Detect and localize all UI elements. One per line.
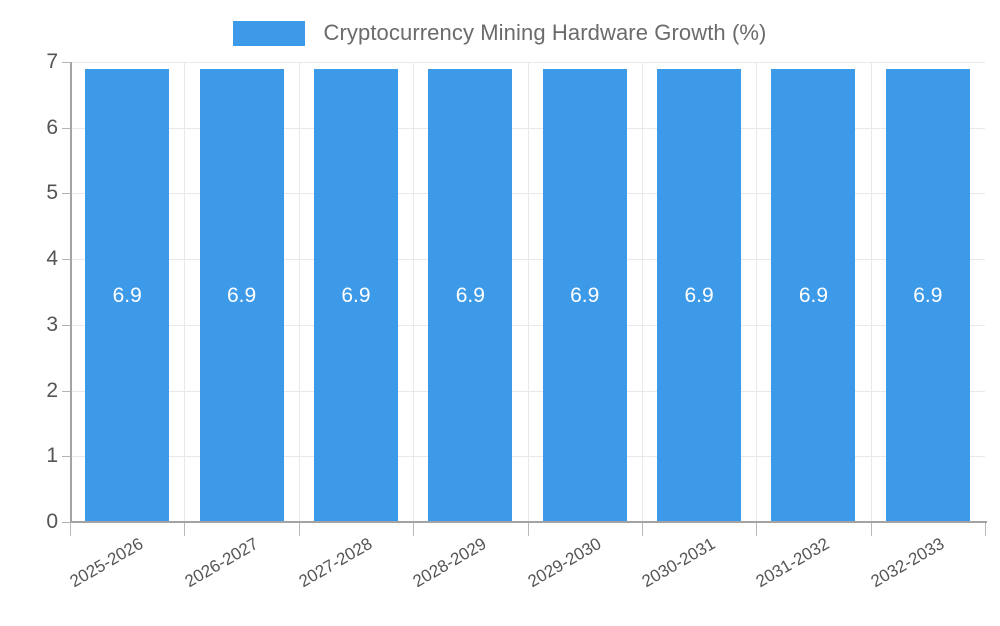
y-axis-tick	[62, 259, 71, 260]
gridline-horizontal	[70, 391, 985, 392]
bar-value-label: 6.9	[570, 283, 600, 307]
bar-value-label: 6.9	[913, 283, 943, 307]
x-axis-tick	[871, 523, 872, 536]
y-axis-tick	[62, 128, 71, 129]
bar[interactable]: 6.9	[428, 69, 513, 522]
gridline-vertical	[184, 62, 185, 522]
y-axis-tick	[62, 391, 71, 392]
bar[interactable]: 6.9	[657, 69, 742, 522]
gridline-vertical	[528, 62, 529, 522]
bar[interactable]: 6.9	[542, 69, 627, 522]
y-axis-tick	[62, 193, 71, 194]
legend-item-label: Cryptocurrency Mining Hardware Growth (%…	[323, 20, 767, 45]
bar-value-label: 6.9	[112, 283, 142, 307]
x-axis-line	[70, 521, 987, 523]
chart-legend: Cryptocurrency Mining Hardware Growth (%…	[0, 14, 1000, 52]
bar-value-label: 6.9	[798, 283, 829, 307]
bar-value-label: 6.9	[226, 283, 257, 307]
y-axis-tick-label: 5	[46, 181, 58, 204]
y-axis-tick-label: 6	[46, 116, 58, 139]
bar-slot: 6.9	[528, 62, 642, 522]
gridline-horizontal	[70, 193, 985, 194]
bar[interactable]: 6.9	[313, 69, 398, 522]
x-axis-tick	[642, 523, 643, 536]
gridline-vertical	[871, 62, 872, 522]
bar-value-label: 6.9	[684, 283, 714, 307]
gridline-vertical	[642, 62, 643, 522]
bar-slot: 6.9	[299, 62, 413, 522]
x-axis-tick	[756, 523, 757, 536]
bar-value-label: 6.9	[341, 283, 371, 307]
y-axis-tick-label: 3	[46, 313, 58, 336]
legend-color-swatch-icon	[233, 20, 306, 46]
bar-slot: 6.9	[70, 62, 184, 522]
x-axis-tick	[985, 523, 986, 536]
bar-slot: 6.9	[184, 62, 298, 522]
x-axis-tick	[184, 523, 185, 536]
x-axis-tick	[413, 523, 414, 536]
gridline-horizontal	[70, 456, 985, 457]
bar-slot: 6.9	[642, 62, 756, 522]
y-axis-tick-label: 4	[46, 247, 58, 270]
y-axis-tick	[62, 325, 71, 326]
y-axis-tick-label: 1	[46, 444, 58, 467]
x-axis-tick	[299, 523, 300, 536]
y-axis-line	[70, 62, 72, 523]
bar-slot: 6.9	[413, 62, 527, 522]
gridline-horizontal	[70, 325, 985, 326]
bar[interactable]: 6.9	[85, 69, 170, 522]
y-axis-tick	[62, 62, 71, 63]
y-axis-tick-label: 7	[46, 50, 58, 73]
plot-area: 6.9 6.9 6.9 6.9 6.9 6.9 6.9 6.9	[70, 62, 985, 523]
bar[interactable]: 6.9	[199, 69, 284, 522]
bar-slot: 6.9	[756, 62, 870, 522]
gridline-horizontal	[70, 259, 985, 260]
bar-slot: 6.9	[871, 62, 985, 522]
gridline-horizontal	[70, 62, 985, 63]
x-axis-tick	[70, 523, 71, 536]
y-axis-tick	[62, 456, 71, 457]
bar[interactable]: 6.9	[771, 69, 856, 522]
y-axis-tick-label: 0	[46, 510, 58, 533]
gridline-vertical	[756, 62, 757, 522]
y-axis-tick	[62, 522, 71, 523]
x-axis-tick	[528, 523, 529, 536]
bar[interactable]: 6.9	[885, 69, 970, 522]
y-axis-tick-labels: 0 1 2 3 4 5 6 7	[0, 0, 58, 600]
gridline-vertical	[299, 62, 300, 522]
gridline-vertical	[413, 62, 414, 522]
y-axis-tick-label: 2	[46, 379, 58, 402]
gridline-horizontal	[70, 128, 985, 129]
bar-value-label: 6.9	[455, 283, 485, 307]
legend-item-series-1[interactable]: Cryptocurrency Mining Hardware Growth (%…	[233, 20, 766, 46]
bar-series-container: 6.9 6.9 6.9 6.9 6.9 6.9 6.9 6.9	[70, 62, 985, 522]
bar-chart: Cryptocurrency Mining Hardware Growth (%…	[0, 0, 1000, 600]
